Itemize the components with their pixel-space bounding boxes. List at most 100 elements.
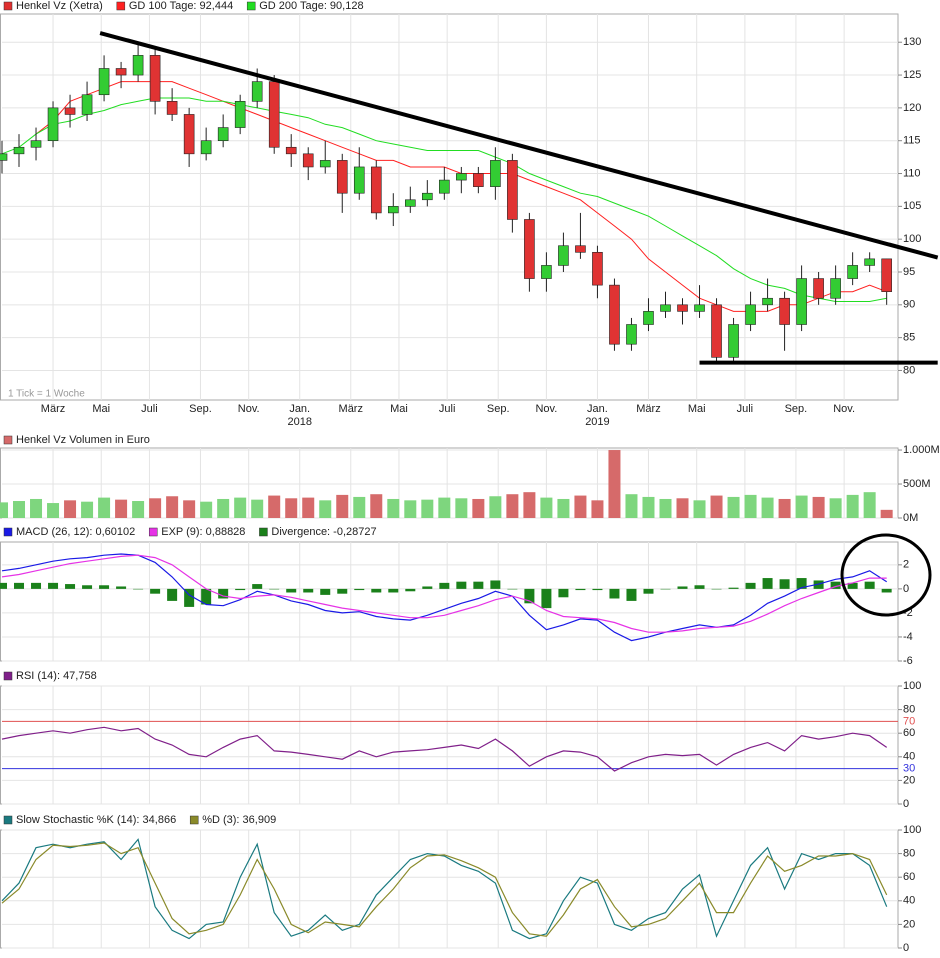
legend-label: MACD (26, 12): 0,60102 [16, 526, 135, 538]
candle-body [728, 324, 739, 358]
y-tick-label: 115 [903, 135, 921, 147]
divergence-bar [796, 578, 807, 589]
volume-bar [0, 502, 8, 518]
candle-body [575, 245, 586, 253]
candle-body [864, 258, 875, 266]
legend-label: GD 100 Tage: 92,444 [129, 0, 233, 12]
divergence-bar [82, 585, 93, 589]
x-tick-label: März [339, 403, 363, 415]
x-tick-label: Juli [439, 403, 456, 415]
volume-bar [489, 496, 502, 518]
divergence-bar [592, 588, 603, 591]
legend-swatch [3, 671, 13, 681]
candle-body [643, 311, 654, 325]
divergence-bar [626, 588, 637, 601]
volume-bar [761, 497, 774, 518]
candle-body [302, 153, 314, 168]
divergence-bar [48, 582, 59, 589]
legend-swatch [259, 527, 268, 537]
divergence-bar [711, 588, 722, 590]
x-tick-label: März [636, 403, 660, 415]
divergence-bar [31, 582, 42, 589]
candle-body [541, 265, 552, 279]
series-line [1, 553, 888, 642]
y-tick-label: -2 [903, 607, 913, 619]
candle-body [558, 245, 569, 266]
divergence-bar [779, 579, 790, 589]
legend-swatch [116, 1, 126, 11]
divergence-bar [660, 588, 671, 590]
volume-bar [336, 494, 349, 518]
volume-bar [268, 495, 281, 518]
divergence-bar [99, 585, 110, 589]
panel-frame [0, 541, 899, 662]
candle-body [353, 166, 365, 194]
x-tick-label: Mai [688, 403, 706, 415]
divergence-bar [116, 586, 127, 589]
volume-bar [353, 496, 366, 518]
volume-bar [47, 503, 60, 518]
y-tick-label: 40 [903, 751, 915, 763]
divergence-bar [269, 588, 280, 590]
volume-bar [659, 498, 672, 518]
divergence-bar [167, 588, 178, 601]
candle-body [881, 258, 892, 292]
volume-bar [183, 500, 196, 518]
candle-body [0, 153, 8, 161]
volume-bar [200, 501, 213, 518]
y-tick-label: 0 [903, 583, 909, 595]
volume-bar [863, 492, 876, 518]
divergence-bar [762, 578, 773, 589]
divergence-bar [201, 588, 212, 605]
candle-body [98, 68, 110, 96]
candle-body [626, 324, 637, 345]
volume-bar [795, 495, 808, 518]
volume-bar [455, 498, 468, 518]
divergence-bar [728, 587, 739, 589]
volume-bar [404, 500, 417, 518]
candle-body [524, 219, 535, 279]
volume-bar [251, 499, 264, 518]
legend-label: EXP (9): 0,88828 [161, 526, 245, 538]
candle-body [473, 173, 484, 187]
volume-bar [727, 496, 740, 518]
candle-body [217, 127, 229, 141]
y-tick-label: 60 [903, 727, 915, 739]
volume-bar [608, 450, 621, 518]
divergence-bar [354, 588, 365, 591]
legend-label: Slow Stochastic %K (14): 34,866 [16, 814, 176, 826]
divergence-bar [371, 588, 382, 593]
legend-label: RSI (14): 47,758 [16, 670, 97, 682]
y-tick-label: 120 [903, 102, 921, 114]
divergence-bar [218, 588, 229, 599]
y-tick-label: 90 [903, 299, 915, 311]
x-tick-label: Mai [92, 403, 110, 415]
legend-swatch [3, 1, 13, 11]
candle-body [13, 146, 25, 155]
candle-body [456, 173, 467, 181]
volume-bar [98, 497, 111, 518]
legend-swatch [3, 435, 13, 445]
divergence-bar [286, 588, 297, 593]
divergence-bar [677, 586, 688, 589]
legend-label: Henkel Vz (Xetra) [16, 0, 103, 12]
divergence-bar [864, 581, 875, 589]
legend-label: Henkel Vz Volumen in Euro [16, 434, 150, 446]
divergence-bar [847, 582, 858, 589]
panel-frame [0, 829, 899, 949]
divergence-bar [694, 585, 705, 589]
divergence-bar [439, 582, 450, 589]
divergence-bar [133, 588, 144, 590]
legend-swatch [3, 527, 13, 537]
candle-body [251, 81, 263, 102]
divergence-bar [558, 588, 569, 598]
divergence-bar [150, 588, 161, 594]
candle-body [490, 160, 501, 187]
legend-swatch [3, 815, 13, 825]
divergence-bar [490, 580, 501, 589]
candle-body [30, 140, 42, 148]
x-tick-label: Nov. [535, 403, 557, 415]
volume-bar [744, 494, 757, 518]
x-tick-label: Sep. [785, 403, 808, 415]
